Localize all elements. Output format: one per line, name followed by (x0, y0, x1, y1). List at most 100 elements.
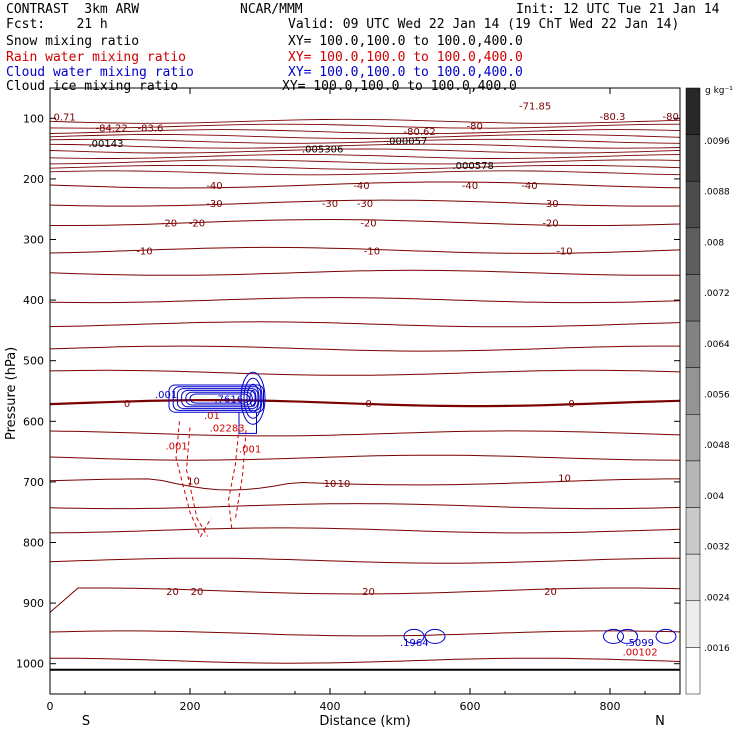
isotherm-secondary-0 (49, 269, 681, 276)
fcst-label: Fcst: (6, 17, 46, 32)
valid-time: Valid: 09 UTC Wed 22 Jan 14 (19 ChT Wed … (288, 17, 680, 32)
maximum-label: .7616 (215, 394, 244, 405)
cloud-water-core-1 (246, 383, 260, 413)
isotherm-label: -20 (189, 219, 205, 230)
colorbar-swatch-3 (685, 227, 701, 275)
maximum-label: .01 (204, 411, 220, 422)
colorbar-swatch-1 (685, 134, 701, 182)
field-snow-xy: XY= 100.0,100.0 to 100.0,400.0 (288, 34, 523, 49)
isotherm-label: -30 (322, 199, 338, 210)
colorbar-tick-label: .0064 (704, 340, 730, 350)
field-cloud-ice-xy: XY= 100.0,100.0 to 100.0,400.0 (282, 79, 517, 94)
cloud-water-core-3 (240, 371, 266, 425)
plot-frame (49, 87, 681, 695)
upper-label: -80.3 (600, 112, 626, 123)
field-rain-name: Rain water mixing ratio (6, 50, 187, 65)
cloud-water-core-0 (249, 389, 257, 407)
upper-label: 0.71 (54, 112, 76, 123)
colorbar-tick-label: .0024 (704, 593, 730, 603)
isotherm-label: 20 (166, 587, 179, 598)
field-snow-name: Snow mixing ratio (6, 34, 140, 49)
direction-south: S (82, 714, 90, 729)
isotherm-secondary-3 (49, 345, 680, 352)
isotherm-label: -40 (462, 181, 478, 192)
isotherm--40 (49, 181, 681, 189)
maximum-label: .001 (166, 442, 188, 453)
colorbar-swatch-7 (685, 414, 701, 462)
colorbar-tick-label: .0048 (704, 441, 730, 451)
isotherm-label: 0 (365, 399, 371, 410)
colorbar-swatch-10 (685, 553, 701, 602)
colorbar-tick-label: .0056 (704, 391, 730, 401)
isotherm-0 (49, 399, 681, 408)
upper-isoline-10 (49, 170, 681, 176)
upper-isoline-9 (49, 164, 681, 170)
isotherm-20 (49, 587, 681, 613)
x-axis-label: Distance (km) (319, 714, 410, 729)
maximum-label: .02283 (210, 423, 245, 434)
y-tick-label-5: 600 (23, 415, 44, 428)
colorbar-swatch-12 (685, 647, 701, 695)
org-label: NCAR/MMM (240, 2, 303, 17)
colorbar-tick-label: .0072 (704, 289, 730, 299)
upper-label: .000057 (386, 137, 427, 148)
x-tick-label-0: 0 (47, 700, 54, 713)
cloud-water-core-2 (243, 377, 263, 419)
isotherm-label: -10 (136, 246, 152, 257)
field-cloud-water-xy: XY= 100.0,100.0 to 100.0,400.0 (288, 65, 523, 80)
y-tick-label-0: 100 (23, 112, 44, 125)
colorbar-tick-label: .0096 (704, 137, 730, 147)
isotherm-secondary-11 (50, 657, 681, 664)
isotherm-label: 20 (544, 587, 557, 598)
upper-isoline-1 (49, 123, 681, 129)
isotherm-secondary-8 (49, 527, 681, 534)
x-tick-label-1: 200 (180, 700, 201, 713)
isotherm-label: -40 (353, 181, 369, 192)
isotherm-label: -40 (521, 181, 537, 192)
rain-contour-3 (235, 430, 247, 519)
fcst-value: 21 h (76, 17, 108, 32)
cloud-water-low-0 (403, 628, 425, 644)
upper-isoline-2 (49, 129, 681, 135)
colorbar-swatch-4 (685, 274, 701, 322)
forecast-hour: Fcst: 21 h (6, 18, 108, 32)
maximum-label: .001 (155, 390, 177, 401)
direction-north: N (655, 714, 665, 729)
x-tick-label-3: 600 (460, 700, 481, 713)
colorbar-unit: g kg⁻¹ (705, 86, 733, 96)
colorbar-swatch-2 (685, 180, 701, 229)
colorbar-swatch-6 (685, 367, 701, 415)
isotherm--30 (49, 199, 681, 207)
cloud-water-contour-2 (176, 388, 259, 410)
colorbar-swatch-8 (685, 460, 701, 508)
upper-label: -80.62 (404, 127, 436, 138)
isotherm-label: -20 (161, 219, 177, 230)
maximum-label: .00102 (623, 648, 658, 659)
y-axis-label: Pressure (hPa) (4, 347, 19, 440)
isotherm-secondary-5 (49, 430, 681, 437)
model-name: 3km ARW (84, 2, 140, 17)
upper-label: -84.22 (96, 123, 128, 134)
isotherm-label: -40 (206, 181, 222, 192)
isotherm-secondary-10 (49, 630, 681, 637)
cloud-water-low-2 (603, 628, 624, 644)
field-cloud-water-name: Cloud water mixing ratio (6, 65, 194, 80)
upper-isoline-0 (49, 118, 681, 124)
upper-isoline-3 (49, 134, 681, 139)
rain-contour-2 (227, 427, 240, 531)
maximum-label: .5099 (625, 638, 654, 649)
maximum-label: .001 (239, 445, 261, 456)
isotherm-label: 0 (124, 399, 130, 410)
cloud-water-low-4 (655, 628, 677, 644)
y-tick-label-7: 800 (23, 537, 44, 550)
isotherm-secondary-9 (49, 557, 681, 564)
project-title: CONTRAST 3km ARW (6, 3, 139, 17)
init-time: Init: 12 UTC Tue 21 Jan 14 (516, 2, 720, 17)
isotherm-label: 10 (187, 477, 200, 488)
y-tick-label-4: 500 (23, 355, 44, 368)
isotherm-secondary-6 (49, 454, 681, 461)
cloud-water-low-3 (617, 628, 638, 644)
colorbar-tick-label: .0032 (704, 543, 730, 553)
isotherm-label: -30 (542, 199, 558, 210)
